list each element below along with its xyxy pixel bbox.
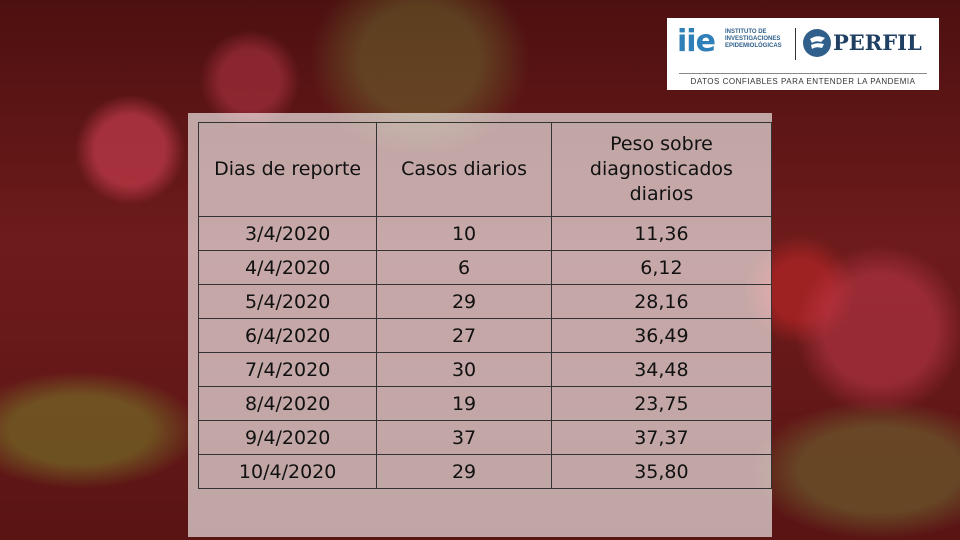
table-row: 5/4/2020 29 28,16 [197, 284, 773, 319]
row-cases: 37 [376, 420, 552, 455]
row-weight: 37,37 [550, 420, 773, 455]
iie-text-line1: INSTITUTO DE [725, 29, 767, 35]
row-cases: 30 [376, 352, 552, 387]
logo-banner: iie INSTITUTO DE INVESTIGACIONES EPIDEMI… [667, 18, 939, 90]
row-cases: 29 [376, 284, 552, 319]
row-date: 10/4/2020 [197, 454, 378, 489]
iie-logo-text: INSTITUTO DE INVESTIGACIONES EPIDEMIOLÓG… [725, 29, 805, 50]
header-dias-de-reporte: Dias de reporte [197, 122, 378, 217]
row-weight: 23,75 [550, 386, 773, 421]
row-cases: 29 [376, 454, 552, 489]
logo-divider [795, 28, 796, 60]
row-cases: 6 [376, 250, 552, 285]
table-row: 7/4/2020 30 34,48 [197, 352, 773, 387]
table-row: 9/4/2020 37 37,37 [197, 420, 773, 455]
iie-logo: iie [677, 24, 716, 59]
cases-table: Dias de reporte Casos diarios Peso sobre… [197, 122, 773, 489]
header-casos-diarios: Casos diarios [376, 122, 552, 217]
row-date: 6/4/2020 [197, 318, 378, 353]
row-weight: 6,12 [550, 250, 773, 285]
logo-rule [679, 73, 927, 74]
row-cases: 27 [376, 318, 552, 353]
row-weight: 35,80 [550, 454, 773, 489]
row-weight: 34,48 [550, 352, 773, 387]
row-date: 3/4/2020 [197, 216, 378, 251]
logo-tagline: DATOS CONFIABLES PARA ENTENDER LA PANDEM… [690, 77, 916, 86]
row-weight: 11,36 [550, 216, 773, 251]
row-date: 7/4/2020 [197, 352, 378, 387]
row-date: 5/4/2020 [197, 284, 378, 319]
table-row: 4/4/2020 6 6,12 [197, 250, 773, 285]
row-cases: 19 [376, 386, 552, 421]
row-date: 4/4/2020 [197, 250, 378, 285]
table-row: 6/4/2020 27 36,49 [197, 318, 773, 353]
row-weight: 28,16 [550, 284, 773, 319]
perfil-logo-icon [803, 29, 831, 57]
header-peso-sobre-diagnosticados: Peso sobre diagnosticados diarios [550, 122, 773, 217]
table-header-row: Dias de reporte Casos diarios Peso sobre… [197, 122, 773, 217]
row-date: 9/4/2020 [197, 420, 378, 455]
iie-text-line3: EPIDEMIOLÓGICAS [725, 43, 782, 49]
table-row: 8/4/2020 19 23,75 [197, 386, 773, 421]
row-weight: 36,49 [550, 318, 773, 353]
table-panel: Dias de reporte Casos diarios Peso sobre… [188, 113, 773, 537]
iie-text-line2: INVESTIGACIONES [725, 36, 781, 42]
table-row: 3/4/2020 10 11,36 [197, 216, 773, 251]
table-row: 10/4/2020 29 35,80 [197, 454, 773, 489]
perfil-logo: PERFIL [833, 30, 922, 55]
row-date: 8/4/2020 [197, 386, 378, 421]
row-cases: 10 [376, 216, 552, 251]
